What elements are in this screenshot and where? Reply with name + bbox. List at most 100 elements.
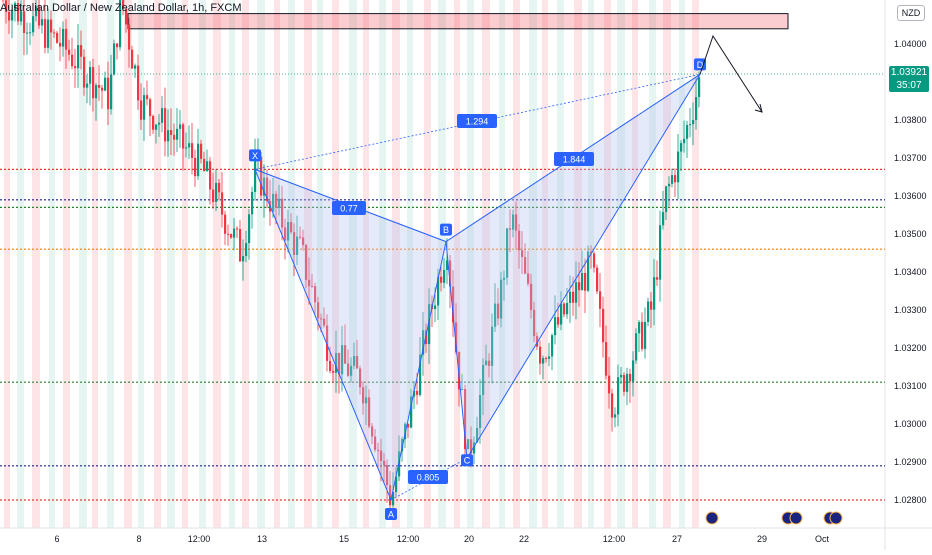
- candle-body: [638, 322, 640, 333]
- candle-body: [545, 358, 547, 359]
- candle-body: [23, 11, 25, 33]
- candle-body: [218, 183, 220, 192]
- y-tick-label: 1.03200: [894, 343, 927, 353]
- candle-body: [53, 32, 55, 33]
- candle-body: [599, 291, 601, 308]
- candle-body: [332, 371, 334, 373]
- x-tick-label: 8: [136, 534, 141, 544]
- candle-body: [575, 282, 577, 303]
- candle-body: [197, 144, 199, 176]
- candle-body: [560, 304, 562, 325]
- ratio-label: 0.805: [417, 473, 440, 483]
- candle-body: [620, 375, 622, 377]
- candle-body: [203, 159, 205, 171]
- y-tick-label: 1.03500: [894, 229, 927, 239]
- pattern-point-label: B: [443, 225, 449, 235]
- candle-body: [41, 19, 43, 25]
- candle-body: [668, 184, 670, 186]
- candle-body: [101, 88, 103, 91]
- candle-body: [215, 183, 217, 202]
- session-stripe: [257, 0, 265, 528]
- ratio-label: 1.294: [466, 117, 489, 127]
- x-tick-label: 22: [519, 534, 529, 544]
- candle-body: [554, 317, 556, 335]
- x-tick-label: 6: [54, 534, 59, 544]
- y-tick-label: 1.03700: [894, 153, 927, 163]
- session-stripe: [632, 0, 638, 528]
- candle-body: [143, 95, 145, 120]
- candle-body: [440, 277, 442, 283]
- candle-body: [245, 243, 247, 256]
- candle-body: [665, 186, 667, 212]
- y-tick-label: 1.02900: [894, 457, 927, 467]
- candle-body: [689, 124, 691, 125]
- candle-body: [176, 129, 178, 140]
- y-tick-label: 1.03800: [894, 115, 927, 125]
- session-stripe: [649, 0, 656, 528]
- candle-body: [161, 108, 163, 122]
- candle-body: [167, 130, 169, 141]
- pattern-point-label: A: [388, 510, 394, 520]
- candle-body: [671, 175, 673, 184]
- candle-body: [239, 229, 241, 261]
- bar-countdown: 35:07: [889, 79, 929, 92]
- projection-path: [700, 36, 762, 112]
- candle-body: [614, 414, 616, 417]
- candle-body: [677, 152, 679, 183]
- x-tick-label: 12:00: [603, 534, 626, 544]
- candle-body: [74, 66, 76, 68]
- candle-body: [578, 282, 580, 290]
- candle-body: [83, 57, 85, 88]
- candle-body: [200, 144, 202, 159]
- candle-body: [632, 360, 634, 381]
- candle-body: [656, 277, 658, 279]
- candle-body: [128, 24, 130, 49]
- session-stripe: [604, 0, 611, 528]
- candle-body: [221, 192, 223, 214]
- candle-body: [242, 256, 244, 261]
- candle-body: [209, 161, 211, 189]
- candle-body: [569, 292, 571, 303]
- candle-body: [164, 108, 166, 141]
- candle-body: [155, 125, 157, 130]
- candle-body: [71, 55, 73, 66]
- candle-body: [650, 302, 652, 310]
- currency-badge[interactable]: NZD: [897, 5, 925, 21]
- candle-body: [641, 322, 643, 349]
- chart-title: Australian Dollar / New Zealand Dollar, …: [0, 2, 241, 14]
- candle-body: [29, 32, 31, 33]
- pattern-point-label: X: [252, 151, 258, 161]
- candle-body: [602, 309, 604, 342]
- candle-body: [194, 158, 196, 176]
- candle-body: [608, 376, 610, 394]
- session-stripe: [154, 0, 161, 528]
- session-stripe: [274, 0, 280, 528]
- candle-body: [92, 67, 94, 98]
- candle-body: [113, 43, 115, 74]
- candle-body: [56, 33, 58, 43]
- candle-body: [647, 302, 649, 322]
- x-tick-label: 20: [464, 534, 474, 544]
- candle-body: [653, 277, 655, 309]
- candle-body: [173, 135, 175, 140]
- candle-body: [584, 273, 586, 291]
- session-stripe: [32, 0, 40, 528]
- x-tick-label: Oct: [815, 534, 830, 544]
- session-stripe: [617, 0, 625, 528]
- candle-body: [62, 29, 64, 47]
- candle-body: [149, 99, 151, 116]
- candle-body: [236, 229, 238, 230]
- candle-body: [329, 361, 331, 371]
- candle-body: [188, 143, 190, 147]
- ratio-label: 1.844: [563, 155, 586, 165]
- y-tick-label: 1.02800: [894, 495, 927, 505]
- session-stripe: [167, 0, 175, 528]
- candle-body: [170, 130, 172, 135]
- candle-body: [254, 160, 256, 192]
- candle-body: [158, 123, 160, 125]
- candle-body: [548, 356, 550, 358]
- x-tick-label: 27: [672, 534, 682, 544]
- candle-body: [659, 225, 661, 279]
